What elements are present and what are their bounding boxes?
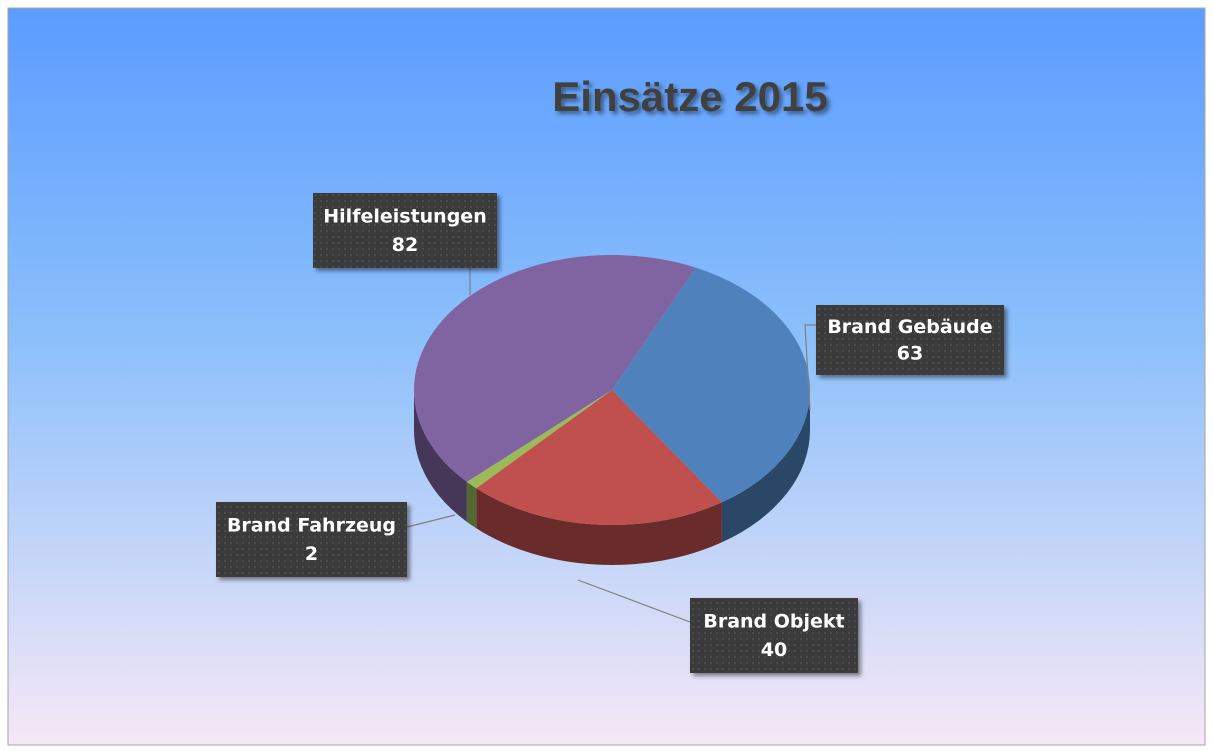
slice bbox=[414, 254, 696, 482]
data-label-name: Brand Objekt bbox=[703, 611, 844, 633]
data-label-box bbox=[216, 502, 407, 577]
data-label-name: Brand Fahrzeug bbox=[227, 515, 396, 537]
chart-title: Einsätze 2015 bbox=[552, 73, 828, 120]
slice bbox=[466, 390, 612, 489]
data-label-value: 40 bbox=[761, 639, 787, 661]
data-label-box bbox=[313, 193, 497, 268]
leader-line bbox=[804, 324, 816, 411]
data-label-name: Hilfeleistungen bbox=[323, 206, 486, 228]
leader-line bbox=[577, 579, 691, 623]
data-label-value: 63 bbox=[897, 343, 923, 365]
data-label-name: Brand Gebäude bbox=[827, 316, 992, 338]
data-label-box bbox=[816, 305, 1004, 375]
slice-side bbox=[414, 390, 467, 522]
slice-side bbox=[476, 488, 722, 565]
slice-side bbox=[721, 390, 810, 543]
data-label-value: 2 bbox=[305, 543, 318, 565]
data-label-box bbox=[690, 598, 858, 673]
slice-side bbox=[466, 481, 477, 529]
data-label-value: 82 bbox=[392, 234, 418, 256]
slice bbox=[612, 267, 810, 503]
leader-line bbox=[406, 514, 456, 528]
slice bbox=[476, 390, 722, 525]
